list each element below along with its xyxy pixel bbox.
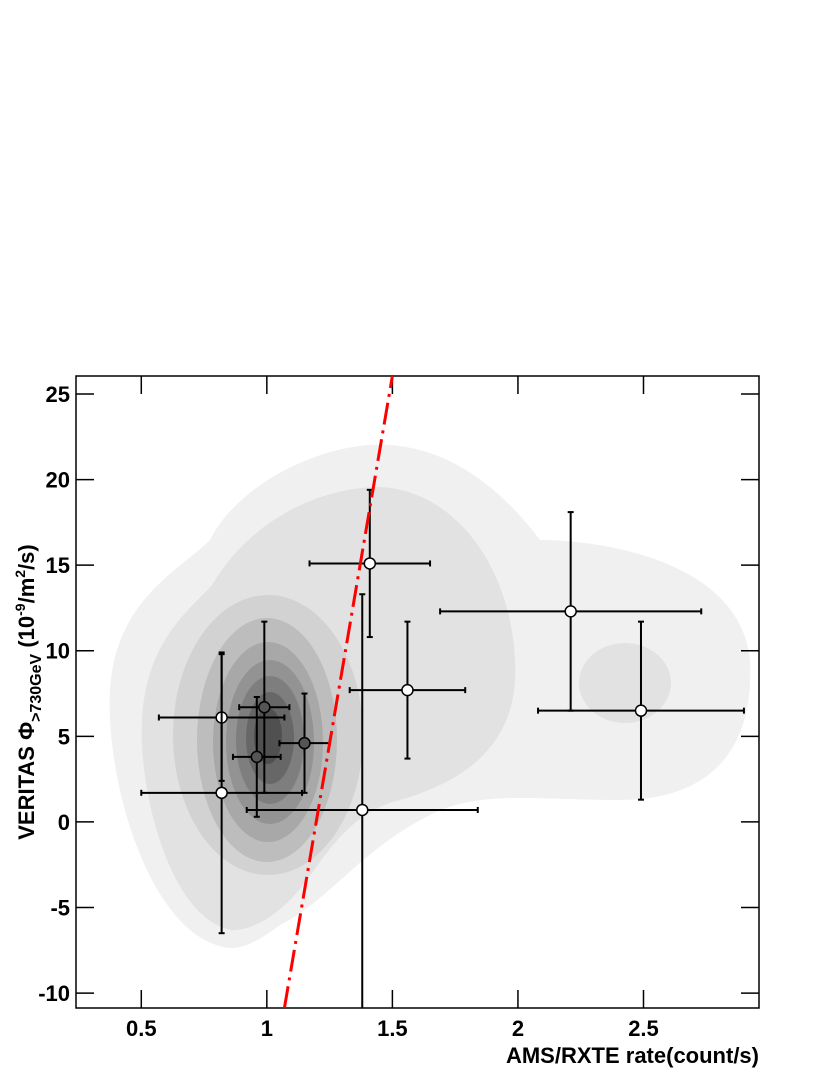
y-label-part: /m [14, 578, 39, 604]
y-label-part: /s) [14, 544, 39, 570]
data-point [356, 803, 369, 817]
data-point [634, 704, 648, 717]
y-label-part: (10 [14, 616, 39, 654]
y-label-sup: -9 [12, 603, 28, 616]
data-point [564, 605, 577, 618]
data-point [250, 750, 264, 764]
data-point [258, 700, 271, 714]
y-label-part: VERITAS Φ [14, 722, 39, 840]
y-tick-label: 25 [46, 382, 70, 407]
plot-frame [75, 375, 760, 1009]
y-label-sup: 2 [12, 570, 28, 578]
data-point [298, 736, 311, 750]
fit-line [282, 376, 394, 1008]
x-tick-label: 2 [512, 1016, 524, 1041]
x-tick-label: 2.5 [628, 1016, 659, 1041]
y-tick-label: 20 [46, 468, 70, 493]
y-tick-label: 5 [58, 724, 70, 749]
density-contours [109, 444, 751, 948]
data-point [215, 786, 228, 800]
y-tick-label: 10 [46, 639, 70, 664]
y-tick-label: 0 [58, 810, 70, 835]
y-tick-label: -5 [50, 896, 70, 921]
y-axis-label: VERITAS Φ>730GeV (10-9/m2/s) [12, 544, 45, 840]
y-label-sub: >730GeV [28, 653, 45, 721]
x-tick-label: 0.5 [126, 1016, 157, 1041]
x-tick-label: 1.5 [377, 1016, 408, 1041]
data-point [401, 683, 414, 697]
x-tick-label: 1 [261, 1016, 273, 1041]
data-point [363, 557, 377, 570]
y-tick-label: 15 [46, 553, 70, 578]
x-axis-label: AMS/RXTE rate(count/s) [506, 1043, 759, 1068]
y-tick-label: -10 [38, 981, 70, 1006]
